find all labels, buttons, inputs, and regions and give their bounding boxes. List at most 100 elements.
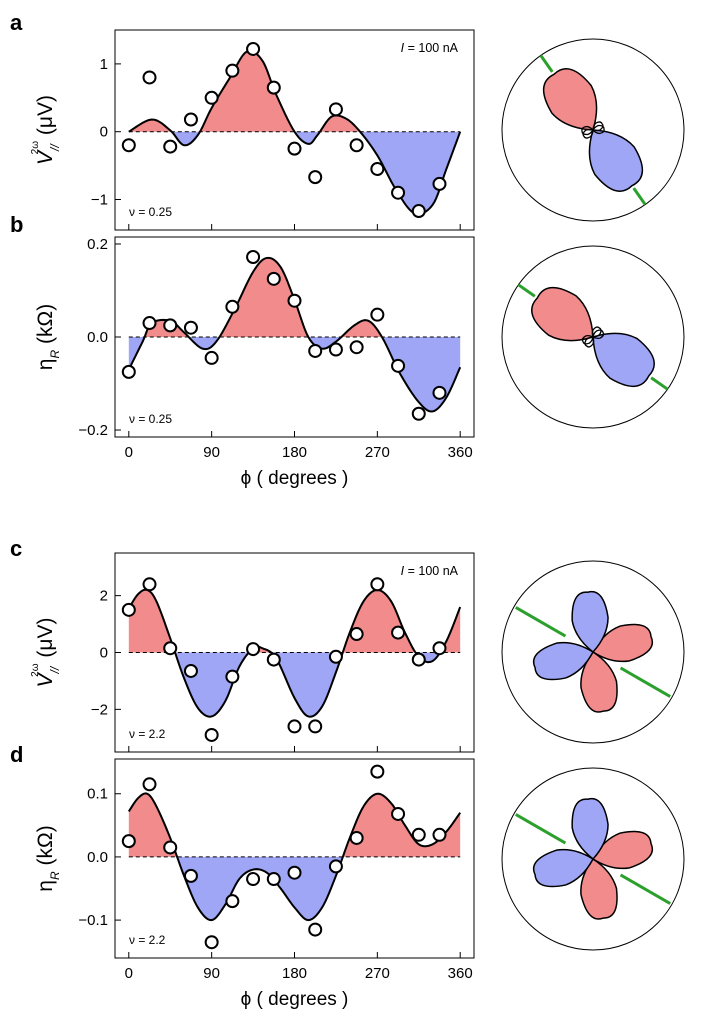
data-point (370, 577, 385, 592)
orientation-line (650, 376, 669, 391)
positive-lobe (592, 830, 654, 870)
positive-area (128, 257, 461, 337)
y-axis-superscript: 2ω (30, 663, 41, 677)
panel-letter-a: a (10, 10, 23, 35)
y-tick-label: −0.2 (78, 422, 108, 439)
nu-annotation: ν = 2.2 (129, 727, 166, 741)
data-point (349, 340, 364, 355)
panel-b: b 0.2 0.0 −0.2 ηR (kΩ) ν = 0.25 (10, 212, 475, 439)
minor-lobe (581, 125, 594, 136)
data-point (163, 139, 178, 154)
data-point (287, 141, 302, 156)
data-point (142, 316, 157, 331)
y-axis-symbol: η (34, 880, 57, 892)
y-axis-subscript: R (48, 871, 62, 880)
data-point (411, 204, 426, 219)
positive-lobe (580, 650, 618, 713)
y-tick-label: 0 (100, 645, 108, 662)
y-axis-unit: (kΩ) (34, 825, 57, 865)
x-tick-label: 270 (365, 965, 390, 982)
data-point (411, 406, 426, 421)
minor-lobe (591, 326, 602, 338)
y-axis-label: V// 2ω (μV) (30, 95, 62, 165)
nu-annotation: ν = 0.25 (129, 205, 172, 219)
data-point (163, 840, 178, 855)
data-point (411, 827, 426, 842)
negative-area (128, 652, 461, 717)
x-axis-label: ϕ ( degrees ) (241, 989, 349, 1010)
x-tick-label: 90 (203, 444, 220, 461)
positive-area (128, 50, 461, 132)
negative-lobe (571, 797, 609, 861)
x-tick-label: 360 (448, 965, 473, 982)
y-tick-label: 1 (100, 56, 108, 73)
y-axis-label: ηR (kΩ) (34, 825, 62, 891)
y-axis-subscript: R (48, 350, 62, 359)
data-point (183, 320, 198, 335)
data-point (246, 642, 261, 657)
x-tick-label: 0 (125, 444, 133, 461)
current-value: = 100 nA (408, 564, 459, 578)
orientation-line (619, 666, 671, 698)
x-axis-text: ( degrees ) (257, 989, 349, 1010)
data-point (308, 719, 323, 734)
minor-lobe (592, 329, 605, 340)
minor-lobe (582, 128, 594, 139)
polar-plot-b (501, 245, 685, 429)
data-point (432, 641, 447, 656)
data-point (349, 830, 364, 845)
data-point (204, 727, 219, 742)
data-point (183, 868, 198, 883)
data-point (308, 922, 323, 937)
x-axis-text: ( degrees ) (257, 468, 349, 489)
orientation-line (539, 54, 554, 73)
data-point (246, 872, 261, 887)
data-point (225, 63, 240, 78)
current-value: = 100 nA (408, 41, 459, 55)
data-point (266, 80, 281, 95)
positive-lobe (531, 286, 594, 342)
y-axis-superscript: 2ω (30, 141, 41, 155)
data-point (225, 299, 240, 314)
x-axis-bottom: 0 90 180 270 360 ϕ ( degrees ) (125, 965, 473, 1010)
data-point (411, 652, 426, 667)
x-axis-top: 0 90 180 270 360 ϕ ( degrees ) (125, 444, 473, 489)
orientation-line (515, 813, 567, 845)
data-point (328, 102, 343, 117)
x-axis-symbol: ϕ (241, 989, 257, 1010)
negative-lobe (592, 332, 655, 388)
data-point (183, 112, 198, 127)
minor-lobe (581, 334, 594, 345)
data-point (142, 70, 157, 85)
panel-letter-d: d (10, 742, 23, 767)
orientation-line (619, 873, 671, 905)
data-point (246, 250, 261, 264)
minor-lobe (584, 336, 595, 348)
fit-curve (128, 49, 462, 215)
panel-c: c 2 0 −2 V// 2ω (μV) ν = 2.2 I = 100 nA (10, 536, 475, 753)
y-axis-symbol: V (34, 672, 57, 688)
x-axis-symbol: ϕ (241, 468, 257, 489)
data-point (287, 865, 302, 880)
data-point (142, 777, 157, 792)
negative-lobe (588, 129, 644, 192)
positive-area (128, 793, 461, 857)
data-point (121, 602, 136, 617)
y-tick-label: 0.2 (87, 236, 108, 253)
data-point (308, 343, 323, 358)
data-point (391, 806, 406, 821)
data-point (266, 652, 281, 667)
data-point (121, 364, 136, 379)
x-tick-label: 360 (448, 444, 473, 461)
data-point (391, 185, 406, 200)
data-point (308, 170, 323, 185)
x-axis-label: ϕ ( degrees ) (241, 468, 349, 489)
y-tick-label: 0 (100, 124, 108, 141)
data-point (121, 138, 136, 153)
data-point (328, 342, 343, 357)
y-axis-symbol: V (34, 149, 57, 165)
data-point (391, 358, 406, 373)
data-point (204, 350, 219, 365)
y-tick-label: 2 (100, 588, 108, 605)
